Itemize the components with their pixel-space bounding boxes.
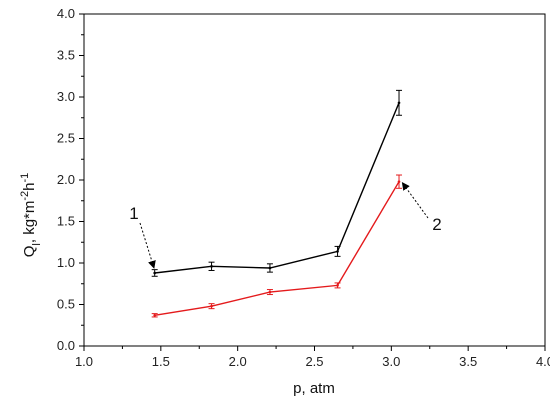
data-point (336, 284, 339, 287)
x-tick-label: 3.5 (459, 354, 477, 369)
series-2-arrow (401, 182, 429, 219)
series-1 (151, 89, 403, 277)
data-point (397, 101, 401, 105)
x-tick-label: 1.5 (152, 354, 170, 369)
y-tick-label: 4.0 (57, 6, 75, 21)
series-2-marker-label: 2 (432, 215, 441, 234)
x-tick-label: 1.0 (75, 354, 93, 369)
data-point (268, 290, 272, 294)
data-point (153, 313, 156, 317)
data-point (397, 180, 401, 183)
series-2 (151, 174, 403, 318)
data-point (210, 265, 213, 268)
series-1-arrow (139, 222, 156, 269)
data-point (210, 304, 213, 308)
y-tick-label: 1.5 (57, 214, 75, 229)
plot-frame (83, 13, 546, 347)
series-layer (151, 89, 403, 318)
y-tick-label: 2.0 (57, 172, 75, 187)
x-tick-label: 4.0 (536, 354, 550, 369)
y-tick-label: 1.0 (57, 255, 75, 270)
y-tick-label: 3.5 (57, 48, 75, 63)
y-axis-title: Ql, kg*m-2h-1 (19, 173, 43, 258)
series-2-line (154, 181, 400, 316)
y-tick-label: 2.5 (57, 131, 75, 146)
x-tick-label: 2.0 (229, 354, 247, 369)
axes: 1.0 1.5 2.0 2.5 3.0 3.5 4.0 0.0 0.5 1.0 1.5 2.0 2.5 3… (57, 6, 550, 369)
y-tick-label: 0.5 (57, 297, 75, 312)
x-axis-title: p, atm (293, 380, 335, 397)
y-tick-label: 3.0 (57, 89, 75, 104)
x-tick-label: 3.0 (382, 354, 400, 369)
series-1-marker-label: 1 (129, 204, 138, 223)
series-1-line (154, 102, 400, 274)
data-point (153, 271, 156, 275)
x-tick-label: 2.5 (305, 354, 323, 369)
annotations (139, 182, 429, 269)
data-point (336, 250, 339, 253)
y-tick-label: 0.0 (57, 338, 75, 353)
data-point (268, 266, 272, 270)
